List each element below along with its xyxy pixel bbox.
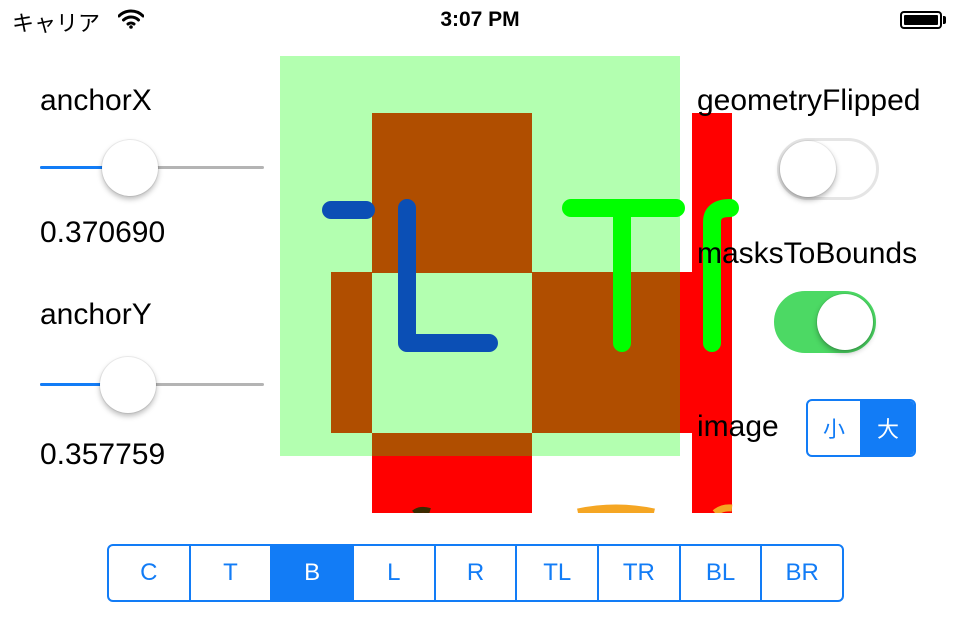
segment-bottom-right[interactable]: BR: [760, 546, 842, 600]
image-tile: [372, 113, 532, 273]
geometry-flipped-label: geometryFlipped: [697, 84, 921, 117]
segment-top-right[interactable]: TR: [597, 546, 679, 600]
segment-bottom[interactable]: B: [270, 546, 353, 600]
geometry-flipped-switch[interactable]: [777, 138, 879, 200]
anchor-y-value: 0.357759: [40, 438, 166, 471]
status-time: 3:07 PM: [440, 8, 520, 31]
image-size-label: image: [697, 410, 779, 443]
battery-icon: [900, 11, 942, 29]
image-tile: [532, 272, 680, 433]
letter-fragment-green: [703, 199, 739, 352]
segment-center[interactable]: C: [140, 559, 158, 586]
carrier-label: キャリア: [12, 12, 101, 37]
image-red-mid: [680, 272, 692, 433]
masks-to-bounds-switch[interactable]: [774, 291, 876, 353]
wifi-icon: [117, 9, 145, 34]
anchor-y-label: anchorY: [40, 298, 152, 331]
image-size-segmented-control[interactable]: 小 大: [806, 399, 916, 457]
image-tile: [331, 272, 372, 433]
slider-min-track: [40, 383, 129, 386]
layer-preview: [270, 50, 740, 513]
slider-thumb[interactable]: [102, 140, 159, 196]
masks-to-bounds-label: masksToBounds: [697, 237, 918, 270]
switch-knob: [817, 294, 873, 350]
image-tile-right: [692, 113, 732, 193]
image-tile: [372, 433, 532, 456]
orange-fragment: [577, 504, 655, 513]
segment-right[interactable]: R: [433, 546, 516, 600]
dark-fragment: [412, 506, 431, 513]
anchor-y-slider[interactable]: [40, 357, 264, 413]
segment-top-left[interactable]: TL: [515, 546, 597, 600]
anchor-x-value: 0.370690: [40, 216, 166, 249]
segment-left[interactable]: L: [352, 546, 434, 600]
anchor-x-label: anchorX: [40, 84, 152, 117]
slider-thumb[interactable]: [100, 357, 157, 413]
letter-t: [562, 199, 685, 352]
orange-fragment-right: [712, 504, 733, 513]
anchor-x-slider[interactable]: [40, 140, 264, 196]
segment-top[interactable]: T: [188, 546, 271, 600]
slider-min-track: [40, 166, 131, 169]
segment-bottom-left[interactable]: BL: [678, 546, 761, 600]
anchor-point-segmented-control[interactable]: C T B L R TL TR BL BR: [107, 544, 844, 602]
battery-tip: [943, 16, 946, 24]
switch-knob: [780, 141, 836, 197]
segment-large[interactable]: 大: [860, 401, 914, 455]
letter-l: [398, 199, 498, 352]
segment-small[interactable]: 小: [822, 418, 845, 443]
